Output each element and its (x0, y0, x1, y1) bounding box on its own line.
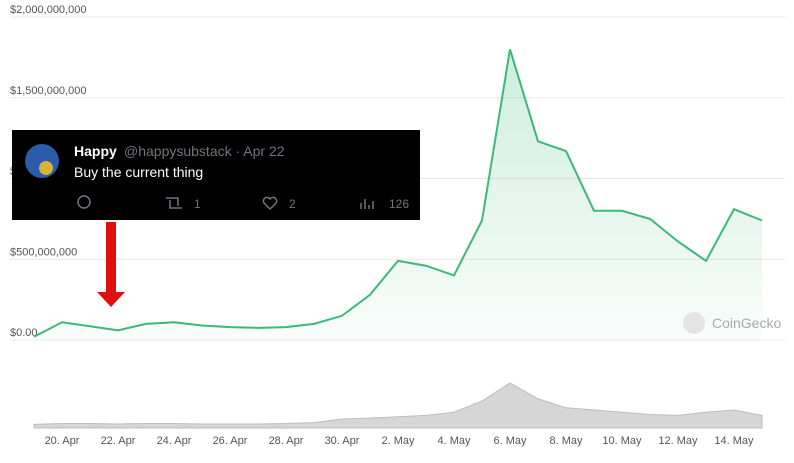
reply-icon[interactable] (77, 195, 91, 209)
watermark: CoinGecko (712, 315, 781, 331)
tweet-handle: @happysubstack · Apr 22 (124, 143, 285, 159)
x-tick-label: 30. Apr (325, 435, 360, 447)
tweet-card (12, 130, 420, 220)
avatar-detail (39, 161, 53, 175)
x-tick-label: 4. May (437, 435, 471, 447)
x-tick-label: 2. May (381, 435, 415, 447)
like-count: 2 (289, 197, 296, 211)
red-arrow (97, 222, 125, 307)
x-tick-label: 28. Apr (269, 435, 304, 447)
y-tick-label: $1,500,000,000 (10, 85, 86, 97)
tweet-overlay: Happy @happysubstack · Apr 22 Buy the cu… (12, 130, 420, 307)
x-tick-label: 26. Apr (213, 435, 248, 447)
y-tick-label: $2,000,000,000 (10, 4, 86, 16)
x-tick-label: 12. May (658, 435, 698, 447)
x-tick-label: 6. May (493, 435, 527, 447)
y-tick-label: $0.00 (10, 327, 38, 339)
views-icon[interactable] (360, 199, 374, 209)
x-tick-label: 24. Apr (157, 435, 192, 447)
like-icon[interactable] (262, 196, 278, 211)
x-tick-label: 22. Apr (101, 435, 136, 447)
x-tick-label: 14. May (714, 435, 754, 447)
tweet-name: Happy (74, 143, 117, 159)
x-tick-label: 10. May (602, 435, 642, 447)
tweet-text: Buy the current thing (74, 164, 203, 180)
volume-area (33, 382, 763, 429)
views-count: 126 (389, 197, 409, 211)
retweet-count: 1 (194, 197, 201, 211)
area-fill (34, 49, 762, 341)
watermark-logo (683, 312, 705, 334)
line (33, 49, 763, 338)
x-tick-label: 20. Apr (45, 435, 80, 447)
retweet-icon[interactable] (166, 197, 182, 209)
y-tick-label: $500,000,000 (10, 246, 77, 258)
x-tick-label: 8. May (549, 435, 583, 447)
